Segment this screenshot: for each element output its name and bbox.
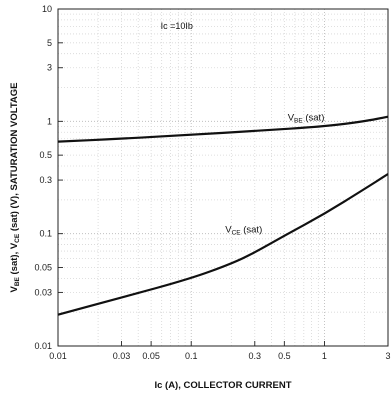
y-tick-labels: 10 5 3 1 0.5 0.3 0.1 0.05 0.03 0.01 xyxy=(34,4,52,351)
plot-frame xyxy=(57,8,389,347)
y-tick-label: 5 xyxy=(47,38,52,48)
x-tick-label: 3 xyxy=(385,351,390,361)
vbe-sat-label: VBE (sat) xyxy=(288,112,325,124)
x-tick-labels: 0.01 0.03 0.05 0.1 0.3 0.5 1 3 xyxy=(49,351,390,361)
curve-labels: VBE (sat) VCE (sat) xyxy=(225,112,324,236)
x-tick-label: 0.3 xyxy=(249,351,262,361)
x-tick-label: 0.05 xyxy=(142,351,160,361)
y-tick-label: 1 xyxy=(47,116,52,126)
grid xyxy=(57,8,389,347)
y-tick-label: 0.5 xyxy=(39,150,52,160)
y-tick-label: 0.1 xyxy=(39,229,52,239)
vbe-sat-curve xyxy=(57,115,389,143)
y-tick-label: 3 xyxy=(47,63,52,73)
curves xyxy=(57,115,389,316)
x-tick-label: 0.1 xyxy=(185,351,198,361)
condition-annotation: Ic =10Ib xyxy=(161,21,193,31)
vce-sat-label: VCE (sat) xyxy=(225,225,262,237)
tick-marks xyxy=(57,8,389,347)
y-tick-label: 0.03 xyxy=(34,287,52,297)
y-tick-label: 0.3 xyxy=(39,175,52,185)
y-axis-title: VBE (sat), VCE (sat) (V), SATURATION VOL… xyxy=(9,82,21,292)
y-tick-label: 0.05 xyxy=(34,262,52,272)
x-tick-label: 0.5 xyxy=(278,351,291,361)
y-tick-label: 10 xyxy=(42,4,52,14)
y-tick-label: 0.01 xyxy=(34,341,52,351)
x-tick-label: 0.03 xyxy=(113,351,131,361)
x-tick-label: 1 xyxy=(322,351,327,361)
x-tick-label: 0.01 xyxy=(49,351,67,361)
x-axis-title: Ic (A), COLLECTOR CURRENT xyxy=(154,380,291,391)
vce-sat-curve xyxy=(57,173,389,316)
